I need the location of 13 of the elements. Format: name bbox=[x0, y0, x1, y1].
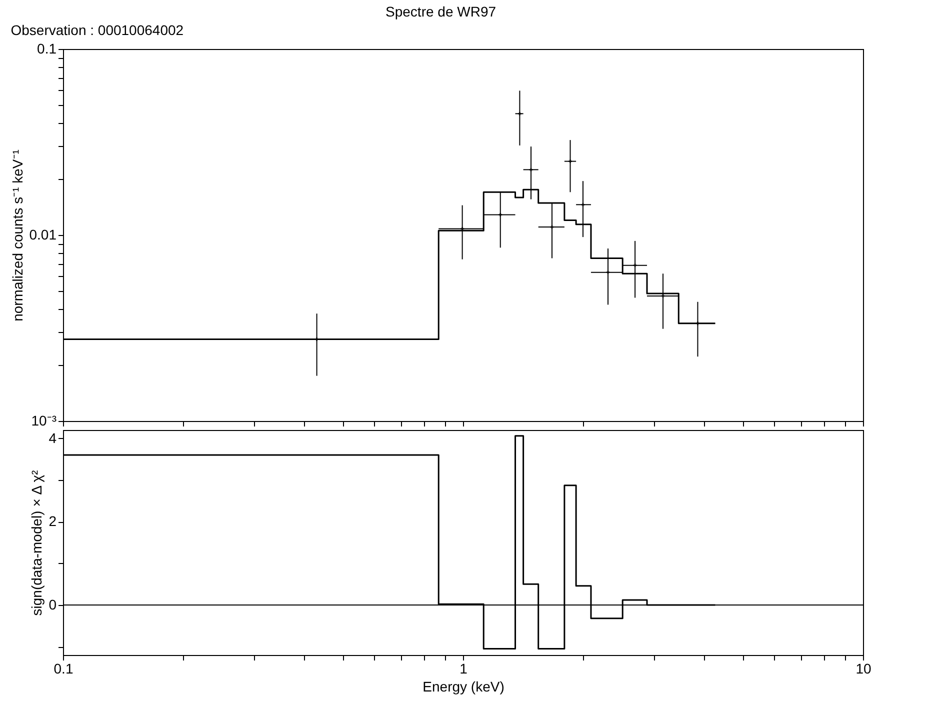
y-tick-label: 0 bbox=[48, 596, 57, 612]
y-axis-title: normalized counts s⁻¹ keV⁻¹ bbox=[9, 149, 26, 322]
y-tick-label: 10⁻³ bbox=[31, 412, 57, 428]
chart-subtitle: Observation : 00010064002 bbox=[10, 22, 184, 38]
chart-title: Spectre de WR97 bbox=[386, 4, 496, 20]
y-tick-label: 0.1 bbox=[37, 40, 57, 56]
x-tick-label: 1 bbox=[460, 660, 468, 676]
y-tick-label: 4 bbox=[48, 430, 57, 446]
y-axis-title: sign(data-model) × Δ χ² bbox=[28, 470, 45, 616]
y-tick-label: 2 bbox=[48, 513, 57, 530]
x-axis-title: Energy (keV) bbox=[422, 678, 504, 694]
y-tick-label: 0.01 bbox=[29, 226, 57, 242]
x-tick-label: 10 bbox=[856, 660, 872, 676]
